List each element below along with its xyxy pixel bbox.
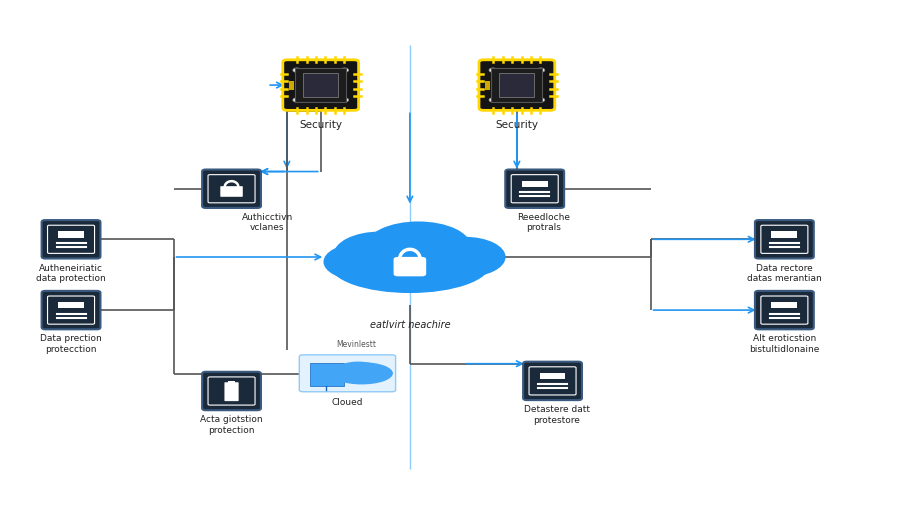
FancyBboxPatch shape <box>491 68 543 102</box>
FancyBboxPatch shape <box>202 372 261 410</box>
FancyBboxPatch shape <box>58 302 84 308</box>
Text: Security: Security <box>299 120 342 131</box>
FancyBboxPatch shape <box>58 231 84 237</box>
FancyBboxPatch shape <box>289 81 294 89</box>
Circle shape <box>536 98 544 102</box>
Ellipse shape <box>365 222 471 271</box>
FancyBboxPatch shape <box>500 73 535 97</box>
FancyBboxPatch shape <box>41 291 101 329</box>
FancyBboxPatch shape <box>540 373 565 379</box>
Ellipse shape <box>330 362 393 384</box>
FancyBboxPatch shape <box>224 382 238 401</box>
Circle shape <box>489 68 497 72</box>
FancyBboxPatch shape <box>771 231 797 237</box>
FancyBboxPatch shape <box>755 220 814 259</box>
FancyBboxPatch shape <box>479 60 554 111</box>
Text: Authicctivn
vclanes: Authicctivn vclanes <box>241 213 292 232</box>
FancyBboxPatch shape <box>310 363 344 387</box>
FancyBboxPatch shape <box>229 381 235 383</box>
FancyBboxPatch shape <box>41 220 101 259</box>
Text: Data rectore
datas merantian: Data rectore datas merantian <box>747 264 822 283</box>
Circle shape <box>340 98 348 102</box>
Ellipse shape <box>346 363 385 380</box>
Circle shape <box>340 68 348 72</box>
FancyBboxPatch shape <box>202 170 261 208</box>
FancyBboxPatch shape <box>303 73 338 97</box>
Text: Cloued: Cloued <box>332 397 364 407</box>
Text: Reeedloche
protrals: Reeedloche protrals <box>518 213 570 232</box>
FancyBboxPatch shape <box>300 355 396 392</box>
Ellipse shape <box>323 244 394 280</box>
Circle shape <box>292 68 301 72</box>
Text: Security: Security <box>495 120 538 131</box>
Circle shape <box>536 68 544 72</box>
Ellipse shape <box>336 361 381 380</box>
Ellipse shape <box>424 237 506 277</box>
FancyBboxPatch shape <box>220 186 243 197</box>
FancyBboxPatch shape <box>522 181 547 187</box>
FancyBboxPatch shape <box>283 60 358 111</box>
Text: Autheneiriatic
data protection: Autheneiriatic data protection <box>36 264 106 283</box>
FancyBboxPatch shape <box>771 302 797 308</box>
Text: Alt eroticstion
bistultidlonaine: Alt eroticstion bistultidlonaine <box>749 335 820 354</box>
FancyBboxPatch shape <box>755 291 814 329</box>
Text: eatIvirt neachire: eatIvirt neachire <box>370 320 450 330</box>
FancyBboxPatch shape <box>393 257 427 277</box>
Text: Acta giotstion
protection: Acta giotstion protection <box>200 415 263 435</box>
FancyBboxPatch shape <box>295 68 346 102</box>
Text: Data prection
protecction: Data prection protecction <box>40 335 102 354</box>
FancyBboxPatch shape <box>505 170 564 208</box>
Text: Mevinlestt: Mevinlestt <box>337 340 376 349</box>
FancyBboxPatch shape <box>523 362 582 400</box>
Ellipse shape <box>334 231 427 278</box>
Text: Detastere datt
protestore: Detastere datt protestore <box>524 405 590 425</box>
Circle shape <box>292 98 301 102</box>
Ellipse shape <box>329 235 490 293</box>
FancyBboxPatch shape <box>485 81 490 89</box>
Circle shape <box>489 98 497 102</box>
